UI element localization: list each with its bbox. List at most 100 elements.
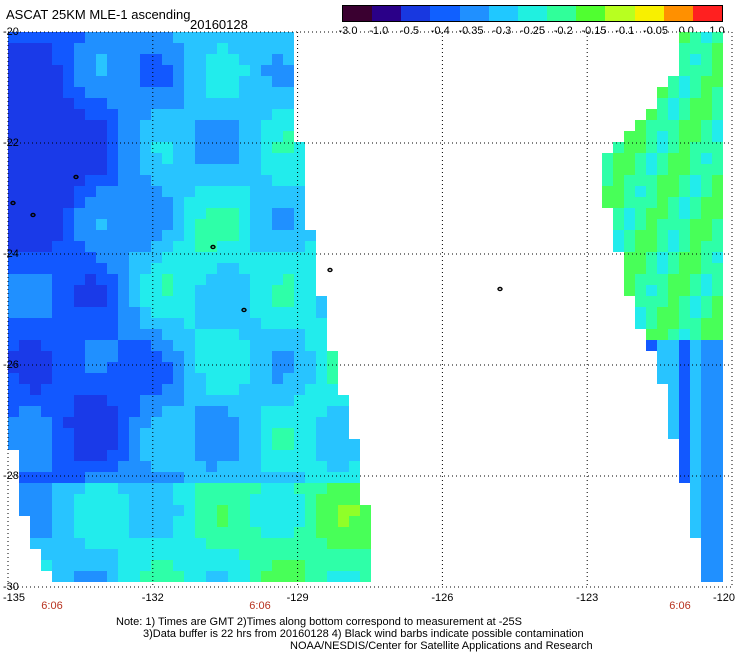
- wind-cell: [184, 76, 195, 87]
- wind-cell: [129, 109, 140, 120]
- wind-cell: [63, 505, 74, 516]
- wind-cell: [19, 153, 30, 164]
- wind-cell: [173, 32, 184, 43]
- wind-cell: [646, 219, 657, 230]
- wind-cell: [228, 307, 239, 318]
- wind-cell: [272, 450, 283, 461]
- wind-cell: [41, 340, 52, 351]
- wind-cell: [85, 307, 96, 318]
- wind-cell: [657, 186, 668, 197]
- wind-cell: [162, 494, 173, 505]
- wind-cell: [85, 120, 96, 131]
- wind-cell: [107, 186, 118, 197]
- wind-cell: [63, 252, 74, 263]
- wind-cell: [294, 494, 305, 505]
- wind-cell: [96, 439, 107, 450]
- wind-cell: [305, 560, 316, 571]
- wind-cell: [52, 175, 63, 186]
- wind-cell: [63, 219, 74, 230]
- wind-cell: [349, 483, 360, 494]
- wind-cell: [118, 494, 129, 505]
- wind-cell: [151, 340, 162, 351]
- wind-cell: [30, 76, 41, 87]
- colorbar-label: -0.25: [519, 25, 546, 37]
- wind-cell: [701, 439, 712, 450]
- wind-cell: [646, 230, 657, 241]
- wind-cell: [74, 549, 85, 560]
- wind-cell: [162, 384, 173, 395]
- wind-cell: [228, 395, 239, 406]
- wind-cell: [239, 153, 250, 164]
- wind-cell: [261, 560, 272, 571]
- wind-cell: [129, 571, 140, 582]
- wind-cell: [316, 516, 327, 527]
- wind-cell: [74, 186, 85, 197]
- wind-cell: [63, 571, 74, 582]
- wind-cell: [30, 296, 41, 307]
- wind-cell: [19, 65, 30, 76]
- wind-cell: [52, 274, 63, 285]
- wind-cell: [657, 142, 668, 153]
- wind-cell: [19, 494, 30, 505]
- wind-cell: [305, 340, 316, 351]
- wind-cell: [272, 54, 283, 65]
- wind-cell: [162, 560, 173, 571]
- wind-cell: [63, 43, 74, 54]
- wind-cell: [272, 483, 283, 494]
- wind-cell: [118, 65, 129, 76]
- wind-cell: [129, 450, 140, 461]
- wind-cell: [624, 131, 635, 142]
- wind-cell: [195, 285, 206, 296]
- wind-cell: [228, 153, 239, 164]
- wind-cell: [690, 65, 701, 76]
- wind-cell: [41, 263, 52, 274]
- wind-cell: [52, 384, 63, 395]
- wind-cell: [239, 516, 250, 527]
- wind-cell: [151, 65, 162, 76]
- wind-cell: [261, 98, 272, 109]
- wind-cell: [272, 296, 283, 307]
- wind-cell: [8, 208, 19, 219]
- wind-cell: [239, 252, 250, 263]
- wind-cell: [74, 120, 85, 131]
- wind-cell: [679, 197, 690, 208]
- wind-cell: [19, 296, 30, 307]
- wind-cell: [19, 340, 30, 351]
- wind-cell: [30, 219, 41, 230]
- wind-cell: [8, 329, 19, 340]
- wind-cell: [613, 208, 624, 219]
- wind-cell: [217, 241, 228, 252]
- wind-cell: [701, 450, 712, 461]
- wind-cell: [195, 208, 206, 219]
- wind-cell: [217, 450, 228, 461]
- wind-cell: [85, 516, 96, 527]
- wind-cell: [349, 549, 360, 560]
- wind-cell: [283, 439, 294, 450]
- wind-cell: [162, 230, 173, 241]
- wind-cell: [30, 505, 41, 516]
- wind-cell: [129, 87, 140, 98]
- wind-cell: [217, 494, 228, 505]
- wind-cell: [63, 384, 74, 395]
- wind-cell: [8, 230, 19, 241]
- wind-cell: [96, 32, 107, 43]
- wind-cell: [85, 65, 96, 76]
- wind-cell: [294, 538, 305, 549]
- wind-cell: [228, 65, 239, 76]
- lat-tick-label: -20: [3, 26, 19, 38]
- wind-cell: [74, 450, 85, 461]
- wind-cell: [668, 318, 679, 329]
- wind-cell: [74, 428, 85, 439]
- wind-cell: [338, 527, 349, 538]
- wind-cell: [679, 153, 690, 164]
- wind-cell: [316, 527, 327, 538]
- wind-cell: [283, 43, 294, 54]
- wind-cell: [8, 340, 19, 351]
- wind-cell: [41, 208, 52, 219]
- colorbar-segment: [517, 6, 548, 21]
- wind-cell: [228, 505, 239, 516]
- wind-cell: [712, 87, 723, 98]
- wind-cell: [151, 263, 162, 274]
- wind-cell: [195, 494, 206, 505]
- wind-cell: [173, 241, 184, 252]
